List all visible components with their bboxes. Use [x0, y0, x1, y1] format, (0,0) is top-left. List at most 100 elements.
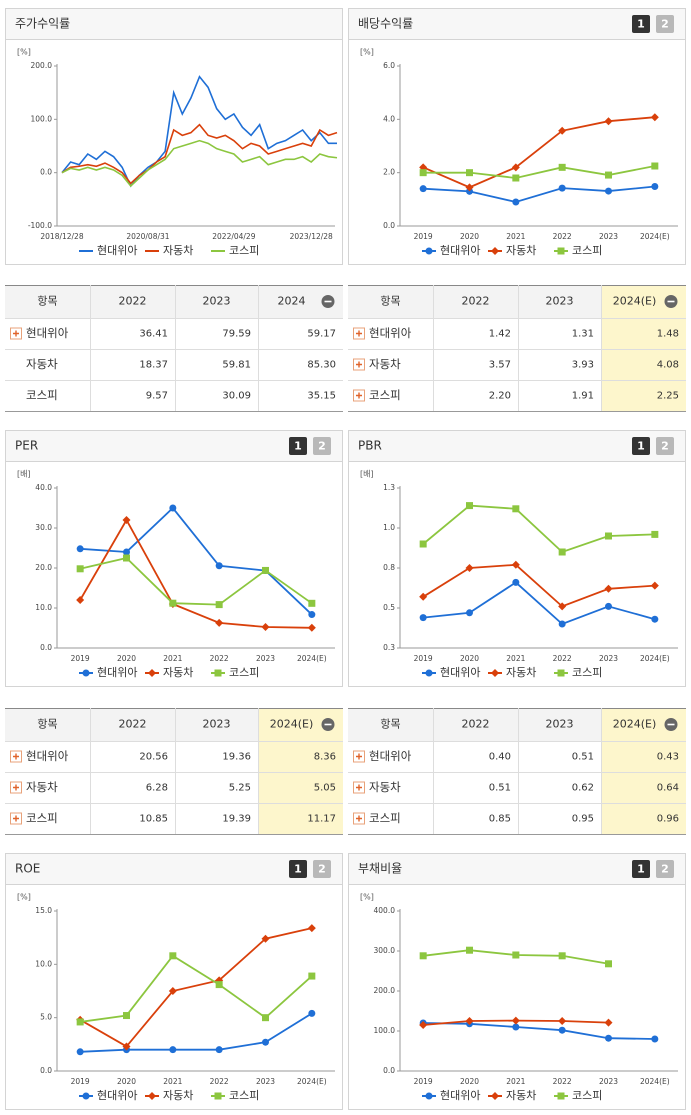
marker: [558, 163, 566, 171]
marker: [419, 614, 427, 622]
y-tick-label: 300.0: [374, 946, 396, 955]
panel: [5, 430, 343, 687]
marker: [604, 1018, 613, 1027]
y-tick-label: 10.0: [35, 603, 52, 612]
pager-label[interactable]: 1: [637, 18, 645, 31]
marker: [466, 609, 473, 617]
expand-plus[interactable]: [13, 753, 19, 760]
marker: [605, 602, 612, 610]
pager-label[interactable]: 1: [294, 863, 302, 876]
pager-label[interactable]: 2: [661, 18, 669, 31]
marker: [168, 987, 177, 995]
legend-label: 자동차: [506, 244, 536, 257]
marker: [650, 113, 659, 122]
unit-label: [배]: [17, 470, 31, 479]
pager-button[interactable]: [656, 437, 674, 455]
legend-label: 코스피: [229, 666, 259, 679]
expand-plus[interactable]: [356, 784, 362, 791]
row-label: 자동차: [26, 780, 58, 794]
pager-label[interactable]: 1: [637, 440, 645, 453]
pager-button[interactable]: [313, 437, 331, 455]
expand-plus[interactable]: [13, 784, 19, 791]
pager-label[interactable]: 2: [318, 440, 326, 453]
expand-plus[interactable]: [356, 815, 362, 822]
marker: [512, 578, 520, 586]
unit-label: [%]: [360, 893, 374, 902]
table-header: 2024(E): [270, 718, 314, 731]
x-tick-label: 2021: [506, 654, 525, 663]
series-line: [423, 165, 656, 179]
unit-label: [%]: [17, 893, 31, 902]
marker: [557, 247, 565, 255]
table-header: 2022: [462, 718, 490, 731]
series-line: [422, 504, 655, 554]
table-header: 항목: [380, 295, 400, 308]
expand-plus[interactable]: [356, 330, 362, 337]
marker: [214, 1092, 222, 1100]
legend-label: 현대위아: [440, 244, 480, 257]
pager-button[interactable]: [289, 437, 307, 455]
panel: [348, 853, 686, 1110]
marker: [604, 584, 613, 593]
marker: [511, 560, 520, 569]
series-line: [80, 506, 313, 616]
cell-value: 59.17: [307, 329, 336, 340]
row-label: 현대위아: [369, 326, 412, 340]
legend-label: 코스피: [229, 1089, 259, 1102]
marker: [511, 163, 520, 172]
marker: [491, 669, 499, 677]
pager-label[interactable]: 2: [661, 440, 669, 453]
legend-label: 자동차: [506, 1089, 536, 1102]
marker: [215, 601, 223, 609]
pager-button[interactable]: [632, 15, 650, 33]
cell-value: 1.48: [657, 329, 679, 340]
marker: [169, 1046, 177, 1054]
pager-label[interactable]: 2: [318, 863, 326, 876]
expand-plus[interactable]: [13, 330, 19, 337]
marker: [558, 184, 566, 192]
pager-button[interactable]: [313, 860, 331, 878]
marker: [425, 669, 433, 677]
expand-plus[interactable]: [356, 753, 362, 760]
cell-value: 0.95: [572, 814, 594, 825]
x-tick-label: 2023: [599, 232, 618, 241]
cell-value: 0.51: [489, 783, 511, 794]
row-label: 현대위아: [26, 749, 69, 763]
marker: [215, 618, 224, 627]
y-tick-label: 100.0: [31, 114, 53, 123]
cell-value: 18.37: [139, 360, 168, 371]
pager-button[interactable]: [656, 860, 674, 878]
marker: [76, 545, 84, 553]
pager-button[interactable]: [656, 15, 674, 33]
pager-button[interactable]: [289, 860, 307, 878]
pager-button[interactable]: [632, 860, 650, 878]
pager-label[interactable]: 1: [294, 440, 302, 453]
x-tick-label: 2024(E): [640, 654, 670, 663]
pager-button[interactable]: [632, 437, 650, 455]
pager-label[interactable]: 1: [637, 863, 645, 876]
cell-value: 0.40: [489, 752, 511, 763]
y-tick-label: 0.8: [383, 563, 395, 572]
marker: [123, 554, 130, 562]
expand-plus[interactable]: [356, 361, 362, 368]
legend-label: 현대위아: [440, 666, 480, 679]
cell-value: 8.36: [314, 752, 336, 763]
y-tick-label: 1.0: [383, 523, 395, 532]
marker: [262, 566, 269, 574]
row-label: 자동차: [26, 357, 58, 371]
marker: [308, 599, 316, 607]
marker: [605, 532, 612, 540]
expand-plus[interactable]: [13, 815, 19, 822]
chart-title: 주가수익률: [15, 17, 70, 31]
cell-value: 59.81: [222, 360, 251, 371]
legend-label: 현대위아: [440, 1089, 480, 1102]
cell-value: 4.08: [657, 360, 679, 371]
x-tick-label: 2023/12/28: [290, 232, 333, 241]
series-line: [79, 927, 313, 1048]
marker: [419, 185, 427, 193]
y-tick-label: 0.0: [40, 168, 52, 177]
expand-plus[interactable]: [356, 392, 362, 399]
marker: [557, 669, 565, 677]
y-tick-label: 5.0: [40, 1013, 52, 1022]
pager-label[interactable]: 2: [661, 863, 669, 876]
